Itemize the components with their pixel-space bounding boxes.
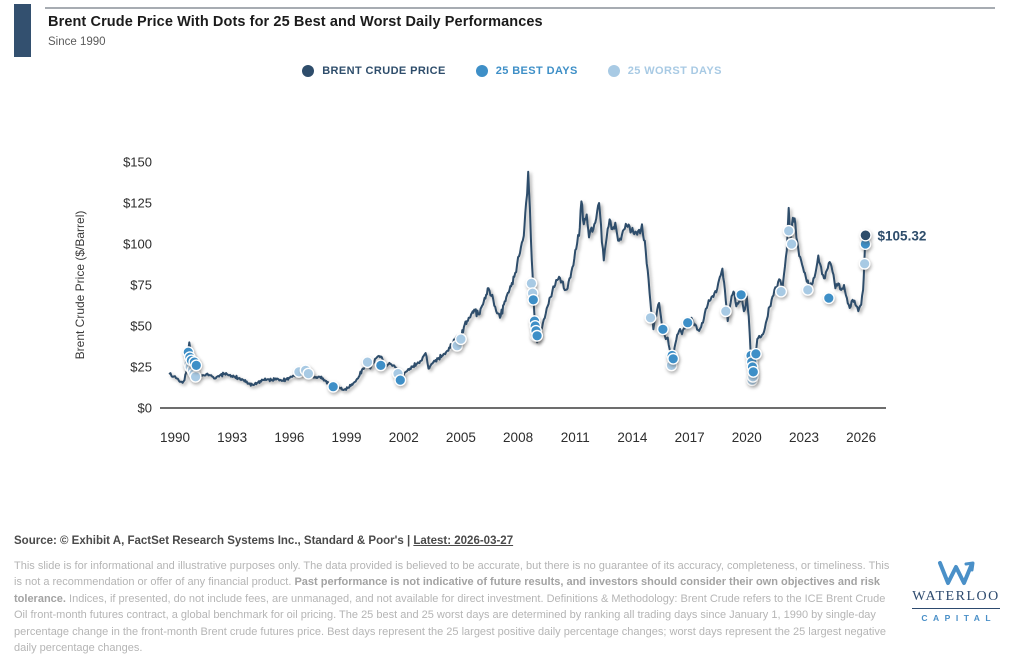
source-line: Source: © Exhibit A, FactSet Research Sy… (14, 535, 513, 547)
page-subtitle: Since 1990 (48, 36, 106, 48)
best-day-dot (681, 316, 694, 329)
best-day-dot (822, 292, 835, 305)
x-tick-label: 2023 (789, 430, 819, 445)
brent-price-line (168, 170, 867, 391)
x-tick-label: 2005 (446, 430, 476, 445)
title-accent-bar (14, 4, 31, 57)
y-tick-label: $100 (123, 237, 152, 252)
worst-day-dot (775, 285, 788, 298)
worst-day-dot (361, 356, 374, 369)
logo-wordmark: WATERLOO (912, 589, 1000, 609)
legend-label: BRENT CRUDE PRICE (322, 65, 446, 77)
logo-sub-wordmark: CAPITAL (921, 613, 997, 623)
x-tick-label: 2020 (732, 430, 762, 445)
y-tick-label: $125 (123, 196, 152, 211)
best-day-dot (394, 374, 407, 387)
y-tick-label: $150 (123, 155, 152, 170)
best-day-dot (656, 323, 669, 336)
worst-day-dot (525, 277, 538, 290)
worst-day-dot (302, 367, 315, 380)
disclaimer-part-1: This slide is for informational and illu… (14, 560, 890, 589)
x-tick-label: 1999 (332, 430, 362, 445)
best-day-dot (747, 365, 760, 378)
x-tick-label: 1993 (217, 430, 247, 445)
worst-day-dot (801, 283, 814, 296)
legend-dot-icon (302, 65, 315, 77)
legend-dot-icon (475, 65, 488, 77)
y-tick-label: $25 (130, 360, 152, 375)
legend-label: 25 WORST DAYS (627, 65, 722, 77)
worst-day-dot (782, 224, 795, 237)
worst-day-dot (454, 333, 467, 346)
legend-label: 25 BEST DAYS (495, 65, 578, 77)
worst-day-dot (785, 237, 798, 250)
best-day-dot (749, 347, 762, 360)
latest-price-marker (859, 229, 872, 242)
best-day-dot (527, 293, 540, 306)
legend-dot-icon (607, 65, 620, 77)
x-tick-label: 2017 (675, 430, 705, 445)
waterloo-capital-logo: WATERLOO CAPITAL (900, 560, 1012, 623)
chart-legend: BRENT CRUDE PRICE 25 BEST DAYS 25 WORST … (0, 65, 1024, 77)
y-axis-title: Brent Crude Price ($/Barrel) (73, 211, 87, 360)
source-text: Source: © Exhibit A, FactSet Research Sy… (14, 535, 414, 547)
brent-crude-chart: $0 $25 $50 $75 $100 $125 $150 1990 1993 1996 1999 2… (73, 155, 927, 446)
top-divider-rule (45, 7, 995, 9)
legend-item-worst-days: 25 WORST DAYS (607, 65, 722, 77)
best-day-dot (735, 288, 748, 301)
best-day-dot (327, 380, 340, 393)
worst-day-dot (719, 305, 732, 318)
latest-price-label: $105.32 (878, 228, 927, 243)
best-day-dot (667, 352, 680, 365)
x-tick-label: 2014 (617, 430, 648, 445)
y-tick-label: $75 (130, 278, 152, 293)
y-tick-label: $0 (138, 401, 152, 416)
best-day-dot (531, 329, 544, 342)
legend-item-best-days: 25 BEST DAYS (475, 65, 578, 77)
page-title: Brent Crude Price With Dots for 25 Best … (48, 14, 543, 30)
waterloo-w-icon (938, 561, 975, 585)
disclaimer-part-2: Indices, if presented, do not include fe… (14, 592, 886, 655)
disclaimer-text: This slide is for informational and illu… (14, 558, 894, 656)
x-tick-label: 2002 (389, 430, 419, 445)
x-tick-label: 1996 (274, 430, 304, 445)
best-day-dot (374, 359, 387, 372)
x-tick-label: 2011 (561, 430, 590, 445)
disclaimer-bold: Past performance is not indicative of fu… (14, 576, 881, 605)
x-tick-label: 1990 (160, 430, 190, 445)
legend-item-brent-crude: BRENT CRUDE PRICE (302, 65, 446, 77)
worst-day-dot (644, 311, 657, 324)
best-day-dot (190, 359, 203, 372)
y-tick-label: $50 (130, 319, 152, 334)
worst-day-dot (858, 257, 871, 270)
source-latest-date: Latest: 2026-03-27 (413, 535, 514, 547)
x-tick-label: 2008 (503, 430, 533, 445)
x-tick-label: 2026 (846, 430, 876, 445)
worst-day-dot (189, 370, 202, 383)
